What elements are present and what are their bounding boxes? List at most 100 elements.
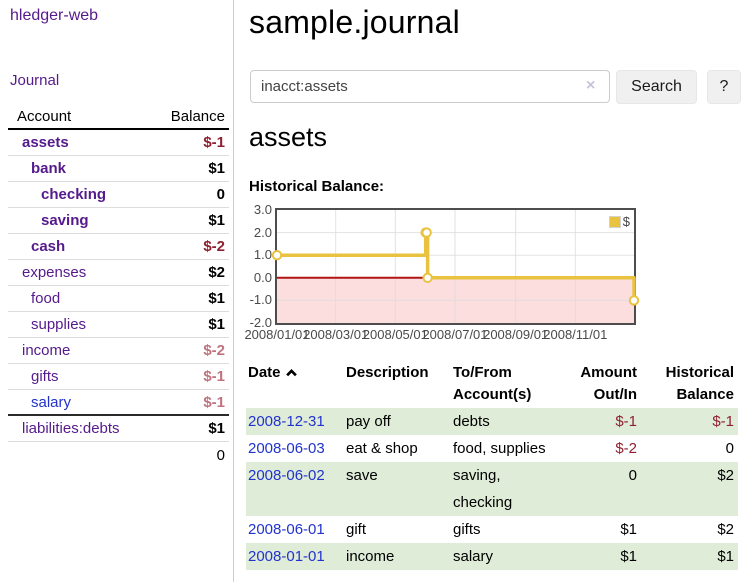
transaction-description: eat & shop <box>346 440 418 457</box>
account-tree-header: Account Balance <box>8 104 229 130</box>
transaction-amount: $-2 <box>615 440 637 457</box>
account-row: income $-2 <box>8 338 229 364</box>
account-row: saving $1 <box>8 208 229 234</box>
page-title: sample.journal <box>249 4 460 40</box>
transaction-accounts: debts <box>453 413 490 430</box>
account-row: liabilities:debts $1 <box>8 416 229 442</box>
search-input[interactable] <box>250 70 610 103</box>
account-column-header: Account <box>17 107 72 125</box>
transaction-date-link[interactable]: 2008-06-01 <box>248 521 325 538</box>
account-row: checking 0 <box>8 182 229 208</box>
account-row: supplies $1 <box>8 312 229 338</box>
transaction-date-link[interactable]: 2008-01-01 <box>248 548 325 565</box>
account-heading: assets <box>249 122 328 152</box>
transaction-amount: 0 <box>628 467 637 484</box>
account-total-value: 0 <box>216 446 225 464</box>
x-axis-tick-label: 2008/09/01 <box>483 327 549 342</box>
account-row: gifts $-1 <box>8 364 229 390</box>
transaction-date-link[interactable]: 2008-12-31 <box>248 413 325 430</box>
y-axis-tick-label: 2.0 <box>253 224 272 240</box>
account-balance: $-2 <box>203 238 225 255</box>
transaction-accounts: gifts <box>453 521 481 538</box>
transaction-date-link[interactable]: 2008-06-02 <box>248 467 325 484</box>
y-axis-tick-label: -1.0 <box>249 292 272 308</box>
account-row: cash $-2 <box>8 234 229 260</box>
register-body: 2008-12-31 pay off debts $-1 $-1 2008-06… <box>246 408 738 570</box>
transaction-description: pay off <box>346 413 391 430</box>
account-row: salary $-1 <box>8 390 229 416</box>
account-row: bank $1 <box>8 156 229 182</box>
account-link[interactable]: cash <box>31 238 66 255</box>
transaction-description: income <box>346 548 395 565</box>
account-link[interactable]: income <box>22 342 71 359</box>
y-axis-tick-label: -2.0 <box>249 315 272 330</box>
description-column-header: Description <box>346 364 429 381</box>
account-balance: $-1 <box>203 393 225 411</box>
historical-balance-chart: $ <box>271 208 640 325</box>
transaction-amount: $1 <box>620 548 637 565</box>
balance-column-header: Historical Balance <box>665 364 734 403</box>
app-brand-link[interactable]: hledger-web <box>10 7 99 24</box>
amount-column-header: Amount Out/In <box>580 364 637 403</box>
transaction-accounts: food, supplies <box>453 440 546 457</box>
x-axis-tick-label: 2008/11/01 <box>543 327 608 342</box>
account-balance: $1 <box>208 160 225 177</box>
account-link[interactable]: checking <box>41 186 107 203</box>
transaction-row: 2008-06-02 save saving, checking 0 $2 <box>246 462 738 516</box>
clear-search-icon[interactable]: × <box>586 77 596 94</box>
account-tree: Account Balance assets $-1 bank $1 check… <box>8 104 229 468</box>
transaction-amount: $-1 <box>615 413 637 430</box>
transaction-balance: $2 <box>717 467 734 484</box>
account-row: food $1 <box>8 286 229 312</box>
account-balance: $-1 <box>203 368 225 385</box>
register-table: Date Description To/From Account(s) Amou… <box>246 362 738 570</box>
register-header-row: Date Description To/From Account(s) Amou… <box>246 362 738 408</box>
sidebar-item-journal[interactable]: Journal <box>10 72 60 89</box>
account-link[interactable]: gifts <box>31 368 59 385</box>
account-link[interactable]: supplies <box>31 316 87 333</box>
transaction-date-link[interactable]: 2008-06-03 <box>248 440 325 457</box>
help-button[interactable]: ? <box>707 70 741 104</box>
account-balance: $2 <box>208 264 225 281</box>
account-balance: $1 <box>208 420 225 437</box>
date-column-header[interactable]: Date <box>246 362 346 384</box>
y-axis-tick-label: 3.0 <box>253 202 272 217</box>
account-balance: $-2 <box>203 342 225 359</box>
account-link[interactable]: expenses <box>22 264 87 281</box>
account-link[interactable]: saving <box>41 212 89 229</box>
transaction-row: 2008-06-03 eat & shop food, supplies $-2… <box>246 435 738 462</box>
transaction-description: save <box>346 467 378 484</box>
transaction-balance: $2 <box>717 521 734 538</box>
transaction-amount: $1 <box>620 521 637 538</box>
account-link[interactable]: assets <box>22 134 69 151</box>
account-rows: assets $-1 bank $1 checking 0 saving $1 … <box>8 130 229 442</box>
tofrom-column-header: To/From Account(s) <box>453 364 532 403</box>
transaction-balance: $-1 <box>712 413 734 430</box>
account-row: assets $-1 <box>8 130 229 156</box>
data-point-marker <box>628 295 640 306</box>
transaction-description: gift <box>346 521 367 538</box>
account-total-row: 0 <box>8 442 229 468</box>
account-balance: $1 <box>208 290 225 307</box>
account-link[interactable]: food <box>31 290 61 307</box>
y-axis-tick-label: 0.0 <box>253 269 272 285</box>
account-link[interactable]: bank <box>31 160 67 177</box>
sidebar: hledger-web Journal Account Balance asse… <box>0 0 234 582</box>
transaction-accounts: salary <box>453 548 494 565</box>
x-axis-tick-label: 2008/05/01 <box>362 327 428 342</box>
sort-ascending-icon <box>285 362 298 384</box>
transaction-accounts: saving, checking <box>453 467 513 511</box>
account-link[interactable]: salary <box>31 393 72 411</box>
x-axis-tick-label: 2008/07/01 <box>422 327 488 342</box>
account-balance: $-1 <box>203 134 225 151</box>
y-axis-tick-label: 1.0 <box>253 247 272 263</box>
legend-swatch-icon <box>608 215 621 228</box>
legend-label: $ <box>622 214 630 229</box>
account-row: expenses $2 <box>8 260 229 286</box>
x-axis-tick-label: 2008/01/01 <box>244 327 310 342</box>
account-balance: $1 <box>208 316 225 333</box>
account-balance: $1 <box>208 212 225 229</box>
balance-column-header: Balance <box>170 107 225 125</box>
account-link[interactable]: liabilities:debts <box>22 420 120 437</box>
search-button[interactable]: Search <box>616 70 697 104</box>
